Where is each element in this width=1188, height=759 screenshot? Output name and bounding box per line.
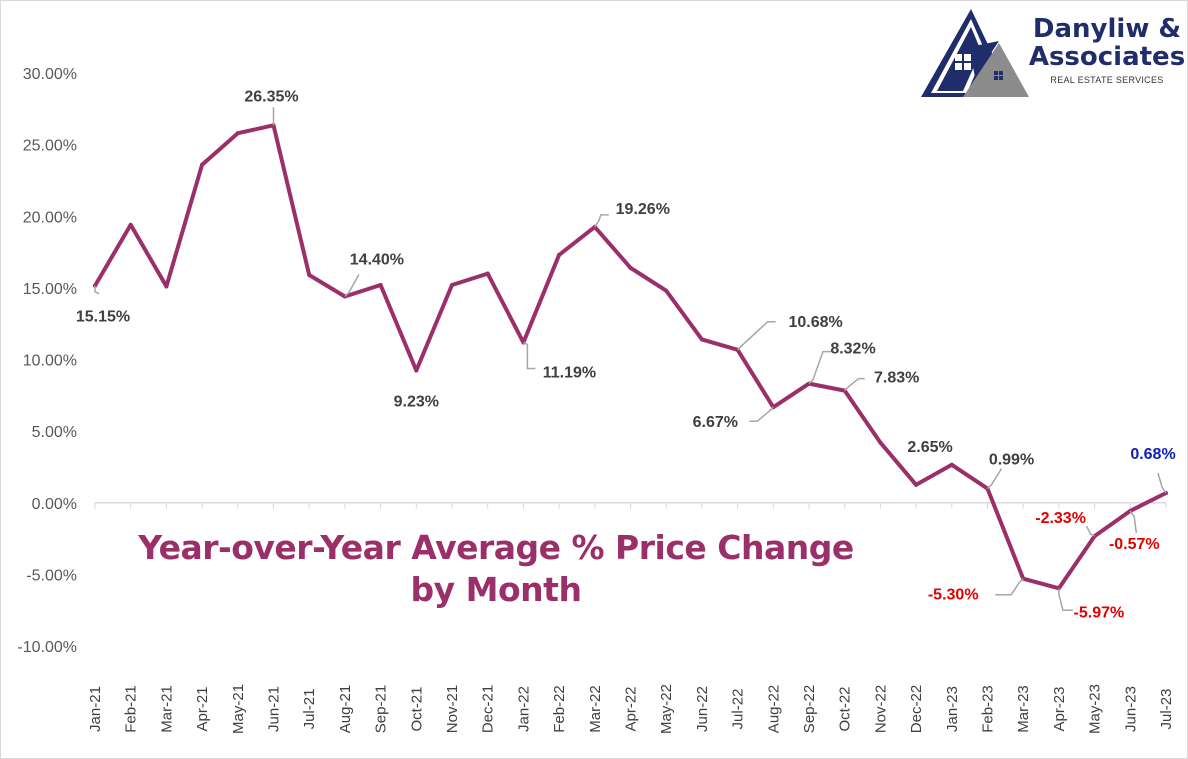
- x-tick-label: Oct-21: [408, 686, 425, 731]
- data-label-leader-line: [808, 350, 831, 385]
- data-label-leader-line: [94, 285, 100, 295]
- data-point: [200, 162, 205, 167]
- x-tick-label: Oct-22: [837, 686, 854, 731]
- y-tick-label: 0.00%: [32, 496, 77, 513]
- x-tick-label: Jul-21: [301, 689, 318, 730]
- data-point: [664, 288, 669, 293]
- house-logo-icon: [921, 9, 1029, 97]
- x-tick-label: Jan-21: [87, 686, 104, 732]
- x-tick-label: Feb-21: [123, 685, 140, 733]
- y-tick-label: 5.00%: [32, 424, 77, 441]
- x-tick-label: May-22: [658, 684, 675, 734]
- data-label: 8.32%: [830, 341, 875, 358]
- series-line: [93, 123, 1168, 591]
- x-tick-label: Aug-22: [765, 685, 782, 733]
- x-tick-label: Apr-21: [194, 686, 211, 731]
- data-label-leader-line: [1157, 472, 1167, 494]
- chart-title: Year-over-Year Average % Price Change by…: [121, 527, 871, 611]
- data-label: -5.97%: [1074, 604, 1125, 621]
- x-tick-label: Jul-22: [730, 689, 747, 730]
- x-tick-label: Feb-23: [980, 685, 997, 733]
- x-tick-label: Apr-22: [623, 686, 640, 731]
- data-label: 10.68%: [788, 314, 842, 331]
- y-tick-label: 25.00%: [23, 138, 77, 155]
- data-label: 0.68%: [1130, 446, 1175, 463]
- x-tick-label: Mar-22: [587, 685, 604, 733]
- y-tick-label: -10.00%: [17, 639, 77, 656]
- data-label-leader-line: [1058, 588, 1073, 612]
- y-tick-label: 10.00%: [23, 353, 77, 370]
- data-label: -0.57%: [1109, 536, 1160, 553]
- data-label-leader-line: [844, 377, 865, 392]
- y-tick-label: -5.00%: [26, 567, 77, 584]
- data-label-leader-line: [523, 341, 536, 370]
- data-label: 14.40%: [350, 251, 404, 268]
- data-point: [628, 265, 633, 270]
- x-tick-label: May-23: [1087, 684, 1104, 734]
- data-label-leader-line: [344, 274, 360, 298]
- data-label: 26.35%: [244, 88, 298, 105]
- x-tick-label: Nov-22: [872, 685, 889, 733]
- data-point: [235, 131, 240, 136]
- x-tick-label: Apr-23: [1051, 686, 1068, 731]
- x-tick-label: Sep-21: [373, 685, 390, 733]
- data-label: 19.26%: [616, 201, 670, 218]
- brand-name-line-2: Associates: [1028, 42, 1186, 72]
- data-label: 0.99%: [989, 452, 1034, 469]
- data-label: 15.15%: [76, 309, 130, 326]
- data-point: [914, 482, 919, 487]
- data-label: 6.67%: [693, 414, 738, 431]
- data-label: -5.30%: [928, 587, 979, 604]
- x-tick-label: Jun-22: [694, 686, 711, 732]
- x-tick-label: Sep-22: [801, 685, 818, 733]
- data-label-leader-line: [594, 214, 609, 228]
- data-label: 2.65%: [907, 439, 952, 456]
- brand-name-line-1: Danyliw &: [1032, 14, 1182, 44]
- data-label: 9.23%: [394, 394, 439, 411]
- data-point: [699, 337, 704, 342]
- x-tick-label: Dec-22: [908, 685, 925, 733]
- x-tick-label: Jul-23: [1158, 689, 1175, 730]
- x-tick-label: Aug-21: [337, 685, 354, 733]
- x-tick-label: Jan-22: [515, 686, 532, 732]
- x-tick-label: Mar-23: [1015, 685, 1032, 733]
- data-point: [450, 283, 454, 288]
- data-point: [878, 440, 883, 445]
- data-point: [128, 222, 133, 227]
- data-label-leader-line: [986, 468, 1003, 490]
- data-point: [1056, 586, 1061, 591]
- data-point: [414, 368, 419, 373]
- data-label-leader-line: [995, 578, 1024, 596]
- data-label-leader-line: [1129, 510, 1138, 533]
- data-point: [557, 252, 562, 257]
- data-label-leader-line: [737, 321, 776, 351]
- y-tick-label: 20.00%: [23, 209, 77, 226]
- y-tick-label: 30.00%: [23, 66, 77, 83]
- data-point: [164, 284, 169, 289]
- x-tick-label: Nov-21: [444, 685, 461, 733]
- y-tick-label: 15.00%: [23, 281, 77, 298]
- data-label: 7.83%: [874, 370, 919, 387]
- x-tick-label: Jan-23: [944, 686, 961, 732]
- data-label: -2.33%: [1035, 510, 1086, 527]
- x-tick-label: May-21: [230, 684, 247, 734]
- chart-title-line-1: Year-over-Year Average % Price Change: [138, 528, 854, 567]
- data-point: [949, 462, 954, 467]
- chart-title-line-2: by Month: [410, 570, 582, 609]
- data-point: [307, 272, 312, 277]
- data-label: 11.19%: [543, 364, 596, 381]
- x-tick-label: Feb-22: [551, 685, 568, 733]
- x-tick-label: Jun-21: [266, 686, 283, 732]
- data-point: [485, 271, 490, 276]
- x-tick-label: Mar-21: [158, 685, 175, 733]
- data-label-leader-line: [749, 406, 774, 422]
- x-tick-label: Jun-23: [1122, 686, 1139, 732]
- x-tick-label: Dec-21: [480, 685, 497, 733]
- data-point: [378, 283, 383, 288]
- brand-tagline: REAL ESTATE SERVICES: [1050, 75, 1164, 85]
- data-label-leader-line: [1085, 525, 1095, 537]
